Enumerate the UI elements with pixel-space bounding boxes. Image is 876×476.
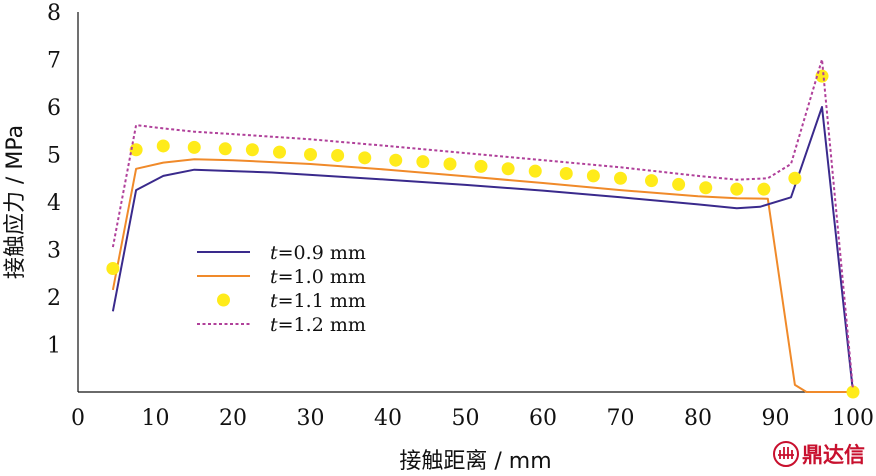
data-point (218, 142, 232, 156)
legend: t=0.9 mmt=1.0 mmt=1.1 mmt=1.2 mm (197, 242, 366, 336)
legend-label: t=0.9 mm (270, 242, 366, 264)
data-point (187, 140, 201, 154)
data-point (245, 143, 259, 157)
data-point (389, 153, 403, 167)
y-tick-label: 1 (47, 334, 61, 359)
series-t-1-1-markers (106, 69, 860, 399)
y-tick-label: 6 (47, 96, 61, 121)
y-tick-label: 7 (47, 49, 61, 74)
x-tick-label: 30 (297, 406, 325, 431)
series-layer (106, 58, 860, 399)
legend-label: t=1.2 mm (270, 314, 366, 336)
legend-item: t=1.1 mm (217, 290, 366, 312)
y-tick-label: 5 (47, 144, 61, 169)
data-point (559, 167, 573, 180)
data-point (586, 169, 600, 183)
data-point (645, 174, 658, 188)
y-tick-label: 2 (47, 286, 61, 311)
x-axis-title: 接触距离 / mm (399, 449, 551, 474)
data-point (106, 262, 120, 275)
y-tick-label: 4 (47, 191, 61, 216)
data-point (672, 177, 686, 191)
legend-item: t=1.2 mm (197, 314, 366, 336)
data-point (331, 148, 345, 162)
x-tick-label: 0 (71, 406, 85, 431)
data-point (443, 157, 457, 171)
data-point (757, 182, 771, 196)
watermark: 鼎达信 (773, 441, 865, 467)
data-point (474, 159, 488, 173)
x-tick-label: 70 (607, 406, 635, 431)
data-point (846, 385, 860, 399)
data-point (501, 162, 515, 176)
x-tick-label: 80 (684, 406, 712, 431)
legend-marker (217, 293, 230, 307)
legend-item: t=1.0 mm (197, 266, 366, 288)
axes (77, 12, 853, 393)
data-point (528, 164, 542, 178)
y-tick-label: 8 (47, 1, 61, 26)
x-tick-label: 100 (832, 406, 874, 431)
x-tick-label: 40 (374, 406, 402, 431)
data-point (129, 143, 143, 157)
series-line-1 (111, 158, 853, 393)
ticks: 0 10 20 30 40 50 60 70 80 90 100 1 2 3 4 5 6 7 8 (47, 1, 874, 431)
y-axis-title: 接触应力 / MPa (3, 125, 28, 279)
x-tick-label: 20 (219, 406, 247, 431)
data-point (156, 139, 170, 153)
x-tick-label: 10 (142, 406, 170, 431)
series-line-3 (111, 58, 854, 390)
x-tick-label: 50 (452, 406, 480, 431)
x-tick-label: 60 (529, 406, 557, 431)
watermark-text: 鼎达信 (802, 443, 865, 467)
data-point (358, 151, 372, 165)
dingdaxin-logo-icon (773, 441, 799, 467)
data-point (416, 155, 430, 169)
data-point (788, 171, 802, 185)
data-point (730, 182, 744, 196)
data-point (614, 171, 627, 185)
data-point (273, 145, 286, 159)
legend-label: t=1.0 mm (270, 266, 366, 288)
data-point (304, 148, 317, 161)
series-line-0 (111, 106, 854, 393)
legend-item: t=0.9 mm (197, 242, 366, 264)
x-tick-label: 90 (762, 406, 790, 431)
data-point (699, 181, 713, 195)
y-tick-label: 3 (47, 239, 61, 264)
legend-label: t=1.1 mm (270, 290, 366, 312)
